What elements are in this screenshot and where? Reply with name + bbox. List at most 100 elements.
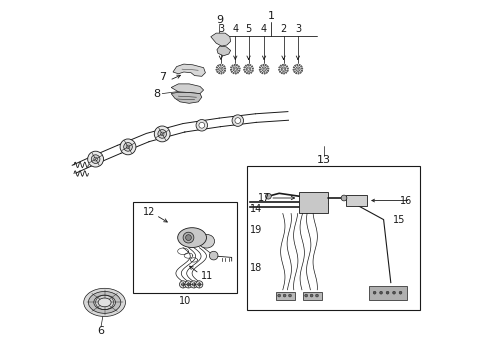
- Text: 4: 4: [232, 24, 238, 34]
- Polygon shape: [222, 72, 224, 73]
- Circle shape: [262, 67, 267, 71]
- Polygon shape: [230, 69, 232, 71]
- Polygon shape: [173, 64, 205, 76]
- Circle shape: [341, 195, 347, 201]
- Polygon shape: [266, 72, 268, 73]
- Polygon shape: [294, 71, 295, 73]
- Ellipse shape: [178, 228, 206, 248]
- Polygon shape: [236, 64, 238, 66]
- Circle shape: [263, 68, 265, 70]
- Text: 13: 13: [317, 155, 331, 165]
- Polygon shape: [246, 72, 247, 74]
- Polygon shape: [224, 70, 226, 72]
- Text: 5: 5: [245, 24, 252, 34]
- Polygon shape: [280, 65, 282, 67]
- Circle shape: [196, 281, 203, 288]
- Polygon shape: [171, 84, 204, 94]
- Circle shape: [278, 294, 281, 297]
- Circle shape: [310, 294, 313, 297]
- Polygon shape: [293, 69, 294, 71]
- Circle shape: [392, 291, 395, 294]
- Polygon shape: [248, 72, 250, 74]
- Bar: [369, 286, 407, 300]
- Circle shape: [233, 67, 238, 71]
- Polygon shape: [287, 70, 289, 72]
- Polygon shape: [219, 72, 220, 74]
- Polygon shape: [216, 69, 218, 71]
- Polygon shape: [239, 68, 240, 69]
- Polygon shape: [216, 67, 218, 68]
- Circle shape: [183, 232, 194, 243]
- Text: 19: 19: [250, 225, 263, 235]
- Bar: [303, 292, 322, 300]
- Circle shape: [289, 294, 292, 297]
- Polygon shape: [221, 72, 222, 74]
- Polygon shape: [267, 70, 269, 72]
- Circle shape: [190, 281, 197, 288]
- Circle shape: [247, 68, 249, 70]
- Text: 14: 14: [250, 204, 263, 214]
- Circle shape: [182, 283, 185, 286]
- Polygon shape: [262, 72, 263, 74]
- Text: 17: 17: [258, 193, 270, 203]
- Circle shape: [246, 67, 251, 71]
- Polygon shape: [223, 66, 225, 67]
- Circle shape: [160, 132, 164, 136]
- Polygon shape: [259, 67, 261, 68]
- Bar: [275, 292, 295, 300]
- Circle shape: [399, 291, 402, 294]
- Polygon shape: [287, 68, 289, 69]
- Polygon shape: [282, 64, 284, 66]
- Polygon shape: [245, 65, 247, 67]
- Polygon shape: [299, 64, 300, 66]
- Circle shape: [283, 294, 286, 297]
- Bar: [247, 166, 419, 310]
- Text: 18: 18: [250, 263, 263, 273]
- Polygon shape: [171, 93, 202, 103]
- Polygon shape: [250, 72, 252, 73]
- Circle shape: [295, 67, 300, 71]
- Polygon shape: [235, 72, 237, 74]
- Circle shape: [193, 283, 196, 286]
- Circle shape: [126, 145, 130, 149]
- Circle shape: [199, 122, 205, 128]
- Circle shape: [373, 291, 376, 294]
- Polygon shape: [281, 72, 283, 74]
- Circle shape: [281, 67, 286, 71]
- Polygon shape: [298, 72, 299, 74]
- Circle shape: [91, 155, 100, 163]
- Polygon shape: [278, 69, 280, 71]
- Text: 3: 3: [218, 24, 224, 34]
- Circle shape: [179, 281, 187, 288]
- Polygon shape: [263, 64, 264, 66]
- Polygon shape: [244, 71, 246, 73]
- Polygon shape: [217, 71, 219, 73]
- Polygon shape: [244, 69, 245, 71]
- Circle shape: [232, 115, 244, 126]
- Polygon shape: [301, 70, 303, 72]
- Polygon shape: [217, 46, 231, 56]
- Ellipse shape: [198, 234, 215, 248]
- Circle shape: [196, 120, 208, 131]
- Circle shape: [234, 68, 236, 70]
- Circle shape: [94, 157, 98, 161]
- Polygon shape: [279, 67, 280, 68]
- Polygon shape: [284, 72, 285, 74]
- Polygon shape: [230, 67, 232, 68]
- Text: 7: 7: [159, 72, 166, 82]
- Circle shape: [154, 126, 170, 142]
- Circle shape: [305, 294, 308, 297]
- Polygon shape: [295, 72, 297, 74]
- Polygon shape: [233, 72, 234, 74]
- Polygon shape: [238, 66, 240, 67]
- Text: 4: 4: [261, 24, 267, 34]
- Circle shape: [185, 281, 192, 288]
- Polygon shape: [232, 65, 234, 67]
- Polygon shape: [268, 68, 269, 69]
- Polygon shape: [252, 68, 254, 69]
- Circle shape: [283, 68, 285, 70]
- Polygon shape: [279, 71, 281, 73]
- Polygon shape: [220, 64, 221, 66]
- Polygon shape: [234, 64, 235, 66]
- Circle shape: [386, 291, 389, 294]
